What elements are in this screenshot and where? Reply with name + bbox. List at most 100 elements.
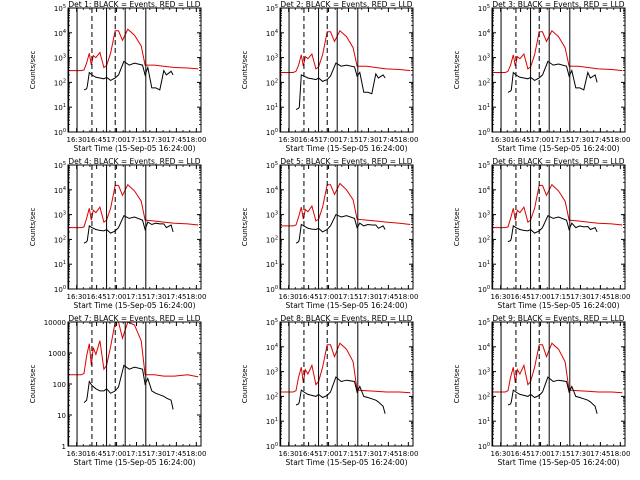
x-axis-label: Start Time (15-Sep-05 16:24:00)	[74, 458, 196, 467]
y-tick-label: 101	[54, 260, 66, 269]
x-tick-label: 16:30	[67, 450, 87, 458]
x-tick-label: 18:00	[398, 293, 418, 301]
x-tick-label: 17:15	[338, 450, 358, 458]
x-tick-label: 16:30	[279, 450, 299, 458]
x-tick-label: 16:45	[511, 293, 531, 301]
y-tick-label: 103	[266, 54, 278, 63]
x-axis-label: Start Time (15-Sep-05 16:24:00)	[74, 144, 196, 153]
x-tick-label: 18:00	[186, 136, 206, 144]
x-tick-label: 17:00	[106, 450, 126, 458]
y-axis-label: Counts/sec	[29, 365, 37, 404]
x-tick-label: 16:45	[299, 293, 319, 301]
x-axis-label: Start Time (15-Sep-05 16:24:00)	[498, 458, 620, 467]
series-lld-line	[492, 342, 623, 394]
y-tick-label: 100	[266, 285, 278, 294]
x-tick-label: 18:00	[398, 450, 418, 458]
y-tick-label: 105	[478, 161, 490, 170]
y-tick-label: 101	[266, 417, 278, 426]
y-tick-label: 104	[54, 186, 66, 195]
x-tick-label: 16:45	[87, 450, 107, 458]
y-tick-label: 103	[266, 368, 278, 377]
x-tick-label: 17:00	[530, 450, 550, 458]
x-tick-label: 17:00	[530, 136, 550, 144]
x-tick-label: 17:45	[166, 136, 186, 144]
y-tick-label: 102	[478, 78, 490, 87]
panel-3: Det 3: BLACK = Events, RED = LLD 100 101 10…	[453, 0, 630, 153]
y-tick-label: 1	[62, 443, 66, 451]
series-lld-line	[68, 28, 199, 72]
x-axis-label: Start Time (15-Sep-05 16:24:00)	[498, 144, 620, 153]
y-tick-label: 101	[478, 417, 490, 426]
y-tick-label: 102	[478, 235, 490, 244]
panel-5: Det 5: BLACK = Events, RED = LLD 100 101 10…	[241, 157, 418, 310]
x-tick-label: 18:00	[610, 136, 630, 144]
x-tick-label: 17:45	[166, 293, 186, 301]
panel-title: Det 9: BLACK = Events, RED = LLD	[492, 314, 624, 323]
y-tick-label: 103	[54, 211, 66, 220]
x-tick-label: 17:15	[550, 293, 570, 301]
y-tick-label: 105	[54, 4, 66, 13]
series-events-line	[507, 215, 598, 243]
panel-9: Det 9: BLACK = Events, RED = LLD 100 101 10…	[453, 314, 630, 467]
y-tick-label: 10	[57, 412, 66, 420]
plot-frame	[67, 7, 202, 133]
x-tick-label: 17:45	[378, 293, 398, 301]
y-tick-label: 102	[266, 235, 278, 244]
panel-1: Det 1: BLACK = Events, RED = LLD 100 101 10…	[29, 0, 206, 153]
y-axis-label: Counts/sec	[453, 208, 461, 247]
x-tick-label: 17:15	[338, 136, 358, 144]
y-tick-label: 104	[266, 343, 278, 352]
y-tick-label: 104	[266, 29, 278, 38]
x-tick-label: 18:00	[186, 293, 206, 301]
x-tick-label: 17:45	[378, 136, 398, 144]
y-axis-label: Counts/sec	[29, 208, 37, 247]
y-tick-label: 102	[54, 235, 66, 244]
x-tick-label: 16:30	[279, 293, 299, 301]
x-tick-label: 17:30	[146, 293, 166, 301]
y-tick-label: 100	[266, 442, 278, 451]
y-tick-label: 104	[54, 29, 66, 38]
x-tick-label: 18:00	[610, 293, 630, 301]
x-tick-label: 17:45	[378, 450, 398, 458]
y-tick-label: 105	[266, 161, 278, 170]
series-lld-line	[280, 342, 411, 394]
y-axis-label: Counts/sec	[453, 365, 461, 404]
panel-6: Det 6: BLACK = Events, RED = LLD 100 101 10…	[453, 157, 630, 310]
y-tick-label: 102	[266, 78, 278, 87]
x-tick-label: 16:45	[299, 450, 319, 458]
x-axis-label: Start Time (15-Sep-05 16:24:00)	[286, 458, 408, 467]
x-axis-label: Start Time (15-Sep-05 16:24:00)	[498, 301, 620, 310]
x-tick-label: 16:45	[87, 136, 107, 144]
plot-frame	[279, 7, 414, 133]
x-tick-label: 17:00	[106, 136, 126, 144]
x-tick-label: 17:15	[550, 136, 570, 144]
y-tick-label: 10000	[44, 319, 66, 327]
x-tick-label: 16:45	[299, 136, 319, 144]
y-axis-label: Counts/sec	[241, 365, 249, 404]
y-axis-label: Counts/sec	[241, 51, 249, 90]
x-tick-label: 17:30	[358, 450, 378, 458]
y-tick-label: 101	[478, 260, 490, 269]
x-tick-label: 17:30	[570, 136, 590, 144]
series-lld-line	[280, 29, 411, 73]
series-lld-line	[492, 183, 623, 229]
x-tick-label: 16:30	[67, 293, 87, 301]
x-tick-label: 17:00	[530, 293, 550, 301]
panel-title: Det 8: BLACK = Events, RED = LLD	[280, 314, 412, 323]
series-lld-line	[68, 183, 199, 229]
panel-title: Det 5: BLACK = Events, RED = LLD	[280, 157, 412, 166]
y-tick-label: 104	[478, 29, 490, 38]
panel-4: Det 4: BLACK = Events, RED = LLD 100 101 10…	[29, 157, 206, 310]
x-axis-label: Start Time (15-Sep-05 16:24:00)	[74, 301, 196, 310]
series-lld-line	[68, 322, 199, 378]
y-tick-label: 104	[478, 343, 490, 352]
plot-frame	[67, 164, 202, 290]
y-tick-label: 102	[478, 392, 490, 401]
x-tick-label: 17:30	[358, 136, 378, 144]
y-tick-label: 102	[54, 78, 66, 87]
y-tick-label: 102	[266, 392, 278, 401]
y-tick-label: 103	[266, 211, 278, 220]
x-tick-label: 16:45	[511, 136, 531, 144]
x-tick-label: 18:00	[186, 450, 206, 458]
